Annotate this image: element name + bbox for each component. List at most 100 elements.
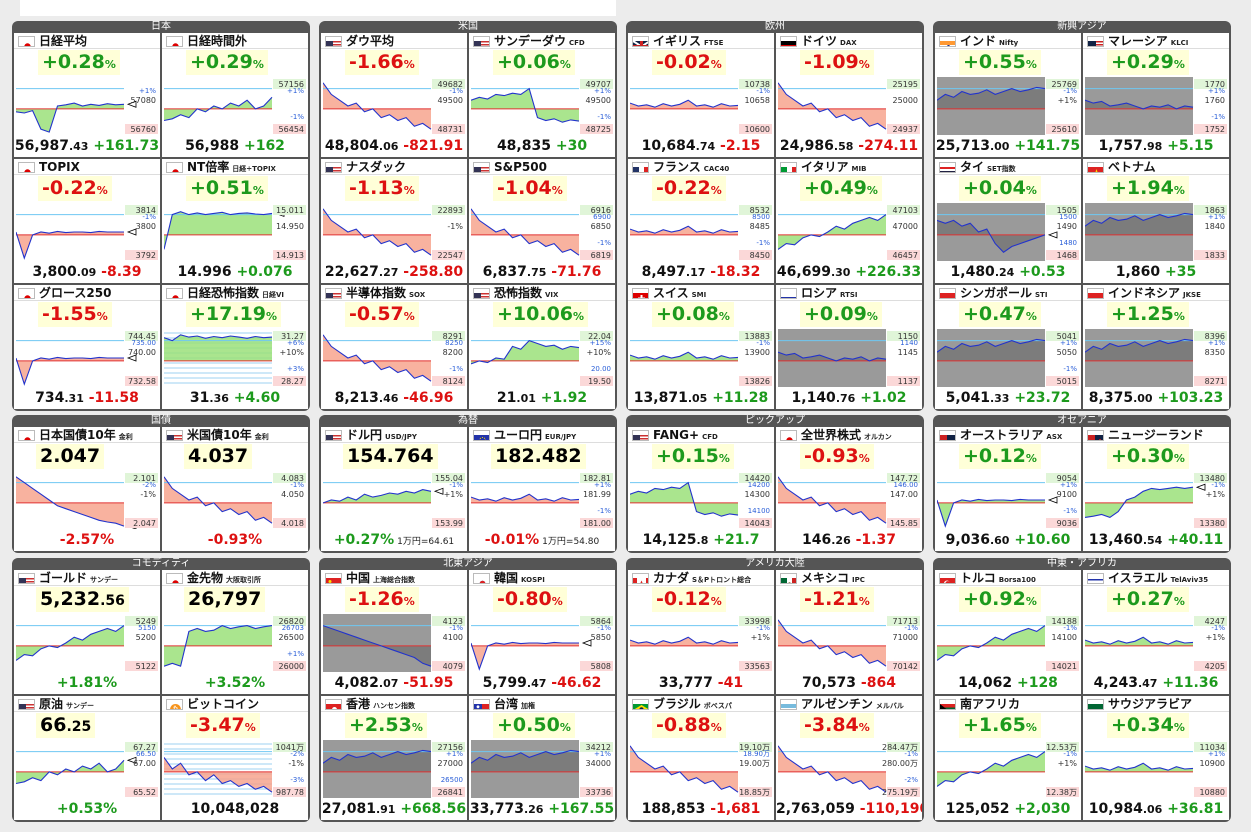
index-panel[interactable]: グロース250 744.45 740.00 732.58 735.00 -1.55% 734… [14, 285, 160, 409]
group-cells: オーストラリア ASX 9054 9100 9036 +1% -1% +0.12% 9,036.… [935, 427, 1229, 551]
index-panel[interactable]: FANG+ CFD 14420 14300 14043 14200 14100 +0.15% 1… [628, 427, 774, 551]
svg-text:740.00: 740.00 [128, 348, 156, 357]
index-panel[interactable]: 韓国 KOSPI 5864 5850 5808 -1% -0.80% 5,799.47 -46… [469, 570, 615, 694]
index-panel[interactable]: 日経時間外 57156 56454 +1% -1% +0.29% 56,988 +162 [162, 33, 308, 157]
svg-text:22893: 22893 [438, 206, 463, 215]
index-panel[interactable]: カナダ S＆Pトロント総合 33998 +1% 33563 -1% -0.12% 33,777… [628, 570, 774, 694]
index-panel[interactable]: アルゼンチン メルバル 284.47万 280.00万 275.19万 -1% -2% -3.… [776, 696, 922, 820]
panel-footer: 56,988 +162 [162, 137, 308, 155]
value-decimal: .74 [695, 140, 716, 153]
index-panel[interactable]: ベトナム 1863 1840 1833 +1% +1.94% 1,860 +35 [1083, 159, 1229, 283]
svg-text:-1%: -1% [756, 624, 770, 632]
svg-text:27000: 27000 [438, 759, 463, 768]
change-percent: -3.84% [800, 713, 874, 738]
index-panel[interactable]: ロシア RTSI 1150 1145 1137 1140 +0.09% 1,140.76 +1… [776, 285, 922, 409]
index-panel[interactable]: 台湾 加権 34212 34000 33736 +1% +0.50% 33,773.26 +1… [469, 696, 615, 820]
index-panel[interactable]: 中国 上海総合指数 4123 4100 4079 -1% -1.26% 4,082.07 -5… [321, 570, 467, 694]
current-value: 56,987 [14, 138, 69, 154]
index-panel[interactable]: 南アフリカ 12.53万 +1% 12.38万 -1% +1.65% 125,052 +2,… [935, 696, 1081, 820]
sparkline: 284.47万 280.00万 275.19万 -1% -2% [778, 742, 920, 797]
value-decimal: .26 [831, 534, 851, 547]
index-panel[interactable]: メキシコ IPC 71713 71000 70142 -1% -1.21% 70,573 -8… [776, 570, 922, 694]
sparkline: 31.27 +10% 28.27 +6% +3% [164, 331, 306, 386]
current-value: 31 [189, 390, 210, 406]
index-panel[interactable]: 恐怖指数 VIX 22.04 +10% 19.50 +15% 20.00 +10.06% 21.… [469, 285, 615, 409]
index-panel[interactable]: TOPIX 3814 3800 3792 -1% -0.22% 3,800.09 -8.39 [14, 159, 160, 283]
index-panel[interactable]: フランス CAC40 8532 8485 8450 8500 -1% -0.22% 8,497.… [628, 159, 774, 283]
index-panel[interactable]: インド Nifty 25769 +1% 25610 -1% +0.55% 25,713.00 … [935, 33, 1081, 157]
index-panel[interactable]: 半導体指数 SOX 8291 8200 8124 8250 -1% -0.57% 8,213.4… [321, 285, 467, 409]
index-panel[interactable]: サンデーダウ CFD 49707 49500 48725 +1% -1% +0.06% 48,8… [469, 33, 615, 157]
index-panel[interactable]: ダウ平均 49682 49500 48731 -1% -1.66% 48,804.06 -8… [321, 33, 467, 157]
current-value: 48,835 [496, 138, 551, 154]
group-title: 北東アジア [443, 558, 493, 569]
index-panel[interactable]: ドイツ DAX 25195 25000 24937 -1.09% 24,986.58 -27… [776, 33, 922, 157]
sparkline: 5864 5850 5808 -1% [471, 616, 613, 671]
panel-footer: 8,497.17 -18.32 [628, 263, 774, 281]
svg-text:10880: 10880 [1200, 788, 1225, 797]
svg-text:6916: 6916 [591, 206, 611, 215]
index-panel[interactable]: サウジアラビア 11034 10900 10880 +1% +0.34% 10,984.06… [1083, 696, 1229, 820]
percent-unit: % [718, 310, 730, 323]
index-panel[interactable]: ₿ ビットコイン 1041万 -1% 987.78 -2% -3% -3.47% 10,048,… [162, 696, 308, 820]
in-flag-icon [939, 36, 956, 47]
index-panel[interactable]: 米国債10年 金利 4.083 4.050 4.018 -1% 4.037 -0.93% [162, 427, 308, 551]
percent-unit: % [252, 184, 264, 197]
svg-text:-1%: -1% [597, 239, 611, 247]
percent-unit: % [1025, 184, 1037, 197]
index-panel[interactable]: 香港 ハンセン指数 27156 27000 26841 +1% 26500 +2.53% 27,… [321, 696, 467, 820]
index-panel[interactable]: ドル円 USD/JPY 155.04 +1% 153.99 -1% 154.764 +0.27… [321, 427, 467, 551]
index-subname: 金利 [254, 433, 269, 441]
index-panel[interactable]: ニュージーランド 13480 +1% 13380 -1% +0.30% 13,460.54 … [1083, 427, 1229, 551]
sparkline: 27156 27000 26841 +1% 26500 [323, 740, 465, 798]
index-name: トルコ Borsa100 [960, 571, 1036, 585]
index-panel[interactable]: マレーシア KLCI 1770 1760 1752 +1% -1% +0.29% 1,757.9… [1083, 33, 1229, 157]
change-percent: -1.09% [800, 50, 874, 75]
panel-header: シンガポール STI [935, 285, 1081, 301]
index-panel[interactable]: タイ SET指数 1505 1490 1468 1500 1480 +0.04% 1,480.2… [935, 159, 1081, 283]
index-name: 全世界株式 オルカン [801, 428, 892, 442]
index-panel[interactable]: 原油 サンデー 67.27 67.00 65.52 66.50 66.25 +0.53% [14, 696, 160, 820]
svg-text:-1%: -1% [1211, 624, 1225, 632]
svg-text:67.27: 67.27 [133, 743, 156, 752]
index-panel[interactable]: 日経恐怖指数 日経VI 31.27 +10% 28.27 +6% +3% +17.19% 31.… [162, 285, 308, 409]
index-panel[interactable]: ゴールド サンデー 5249 5200 5122 5150 5,232.56 +1.81% [14, 570, 160, 694]
index-panel[interactable]: インドネシア JKSE 8396 8350 8271 +1% +1.25% 8,375.00 … [1083, 285, 1229, 409]
panel-header: FANG+ CFD [628, 427, 774, 443]
svg-text:14100: 14100 [748, 507, 770, 515]
index-panel[interactable]: イスラエル TelAviv35 4247 +1% 4205 -1% +0.27% 4,243.… [1083, 570, 1229, 694]
current-value: 14,062 [958, 675, 1013, 691]
current-value: 188,853 [641, 801, 706, 817]
index-panel[interactable]: NT倍率 日経÷TOPIX 15.011 14.950 14.913 +0.51% 14.9… [162, 159, 308, 283]
group-cells: 日経平均 57080 56760 +1% +0.28% 56,987.43 +161.73… [14, 33, 308, 409]
index-panel[interactable]: ナスダック 22893 -1% 22547 -1.13% 22,627.27 -258.8… [321, 159, 467, 283]
conversion-note: 1万円=64.61 [397, 537, 455, 547]
index-panel[interactable]: ユーロ円 EUR/JPY 182.81 181.99 181.00 +1% -1% 182.4… [469, 427, 615, 551]
chart-area: 57156 56454 +1% -1% [164, 77, 306, 135]
index-panel[interactable]: スイス SMI 13883 13900 13826 -1% +0.08% 13,871.05 … [628, 285, 774, 409]
chart-area: 13883 13900 13826 -1% [630, 329, 772, 387]
svg-text:+1%: +1% [751, 633, 771, 642]
panel-header: ナスダック [321, 159, 467, 175]
index-panel[interactable]: トルコ Borsa100 14188 14100 14021 -1% +0.92% 14,06… [935, 570, 1081, 694]
svg-text:145.85: 145.85 [890, 519, 918, 528]
current-level: 182.482 [491, 444, 586, 469]
current-value: 14,125 [642, 532, 697, 548]
svg-text:14188: 14188 [1052, 617, 1077, 626]
index-panel[interactable]: イタリア MIB 47103 47000 46457 +0.49% 46,699.30 +2… [776, 159, 922, 283]
index-panel[interactable]: 日経平均 57080 56760 +1% +0.28% 56,987.43 +161.73 [14, 33, 160, 157]
svg-text:+1%: +1% [287, 650, 304, 658]
index-panel[interactable]: オーストラリア ASX 9054 9100 9036 +1% -1% +0.12% 9,036.… [935, 427, 1081, 551]
index-panel[interactable]: ブラジル ボベスパ 19.10万 19.00万 18.85万 18.90万 -0.88% 18… [628, 696, 774, 820]
index-panel[interactable]: S&P500 6916 6850 6819 6900 -1% -1.04% 6,837.75 … [469, 159, 615, 283]
index-panel[interactable]: シンガポール STI 5041 5050 5015 +1% -1% +0.47% 5,041.3… [935, 285, 1081, 409]
sg-flag-icon [939, 288, 956, 299]
current-level: 5,232.56 [36, 587, 129, 612]
index-panel[interactable]: 日本国債10年 金利 2.101 -1% 2.047 -2% 2.047 -2.57% [14, 427, 160, 551]
svg-text:49500: 49500 [438, 96, 463, 105]
index-panel[interactable]: 金先物 大阪取引所 26820 26500 26000 26703 +1% 26,797 +3.… [162, 570, 308, 694]
sparkline: 11034 10900 10880 +1% [1085, 742, 1227, 797]
index-panel[interactable]: 全世界株式 オルカン 147.72 147.00 145.85 146.00 -0.93% 1… [776, 427, 922, 551]
index-panel[interactable]: イギリス FTSE 10738 10658 10600 -1% -0.02% 10,684.7… [628, 33, 774, 157]
percent-unit: % [551, 595, 563, 608]
